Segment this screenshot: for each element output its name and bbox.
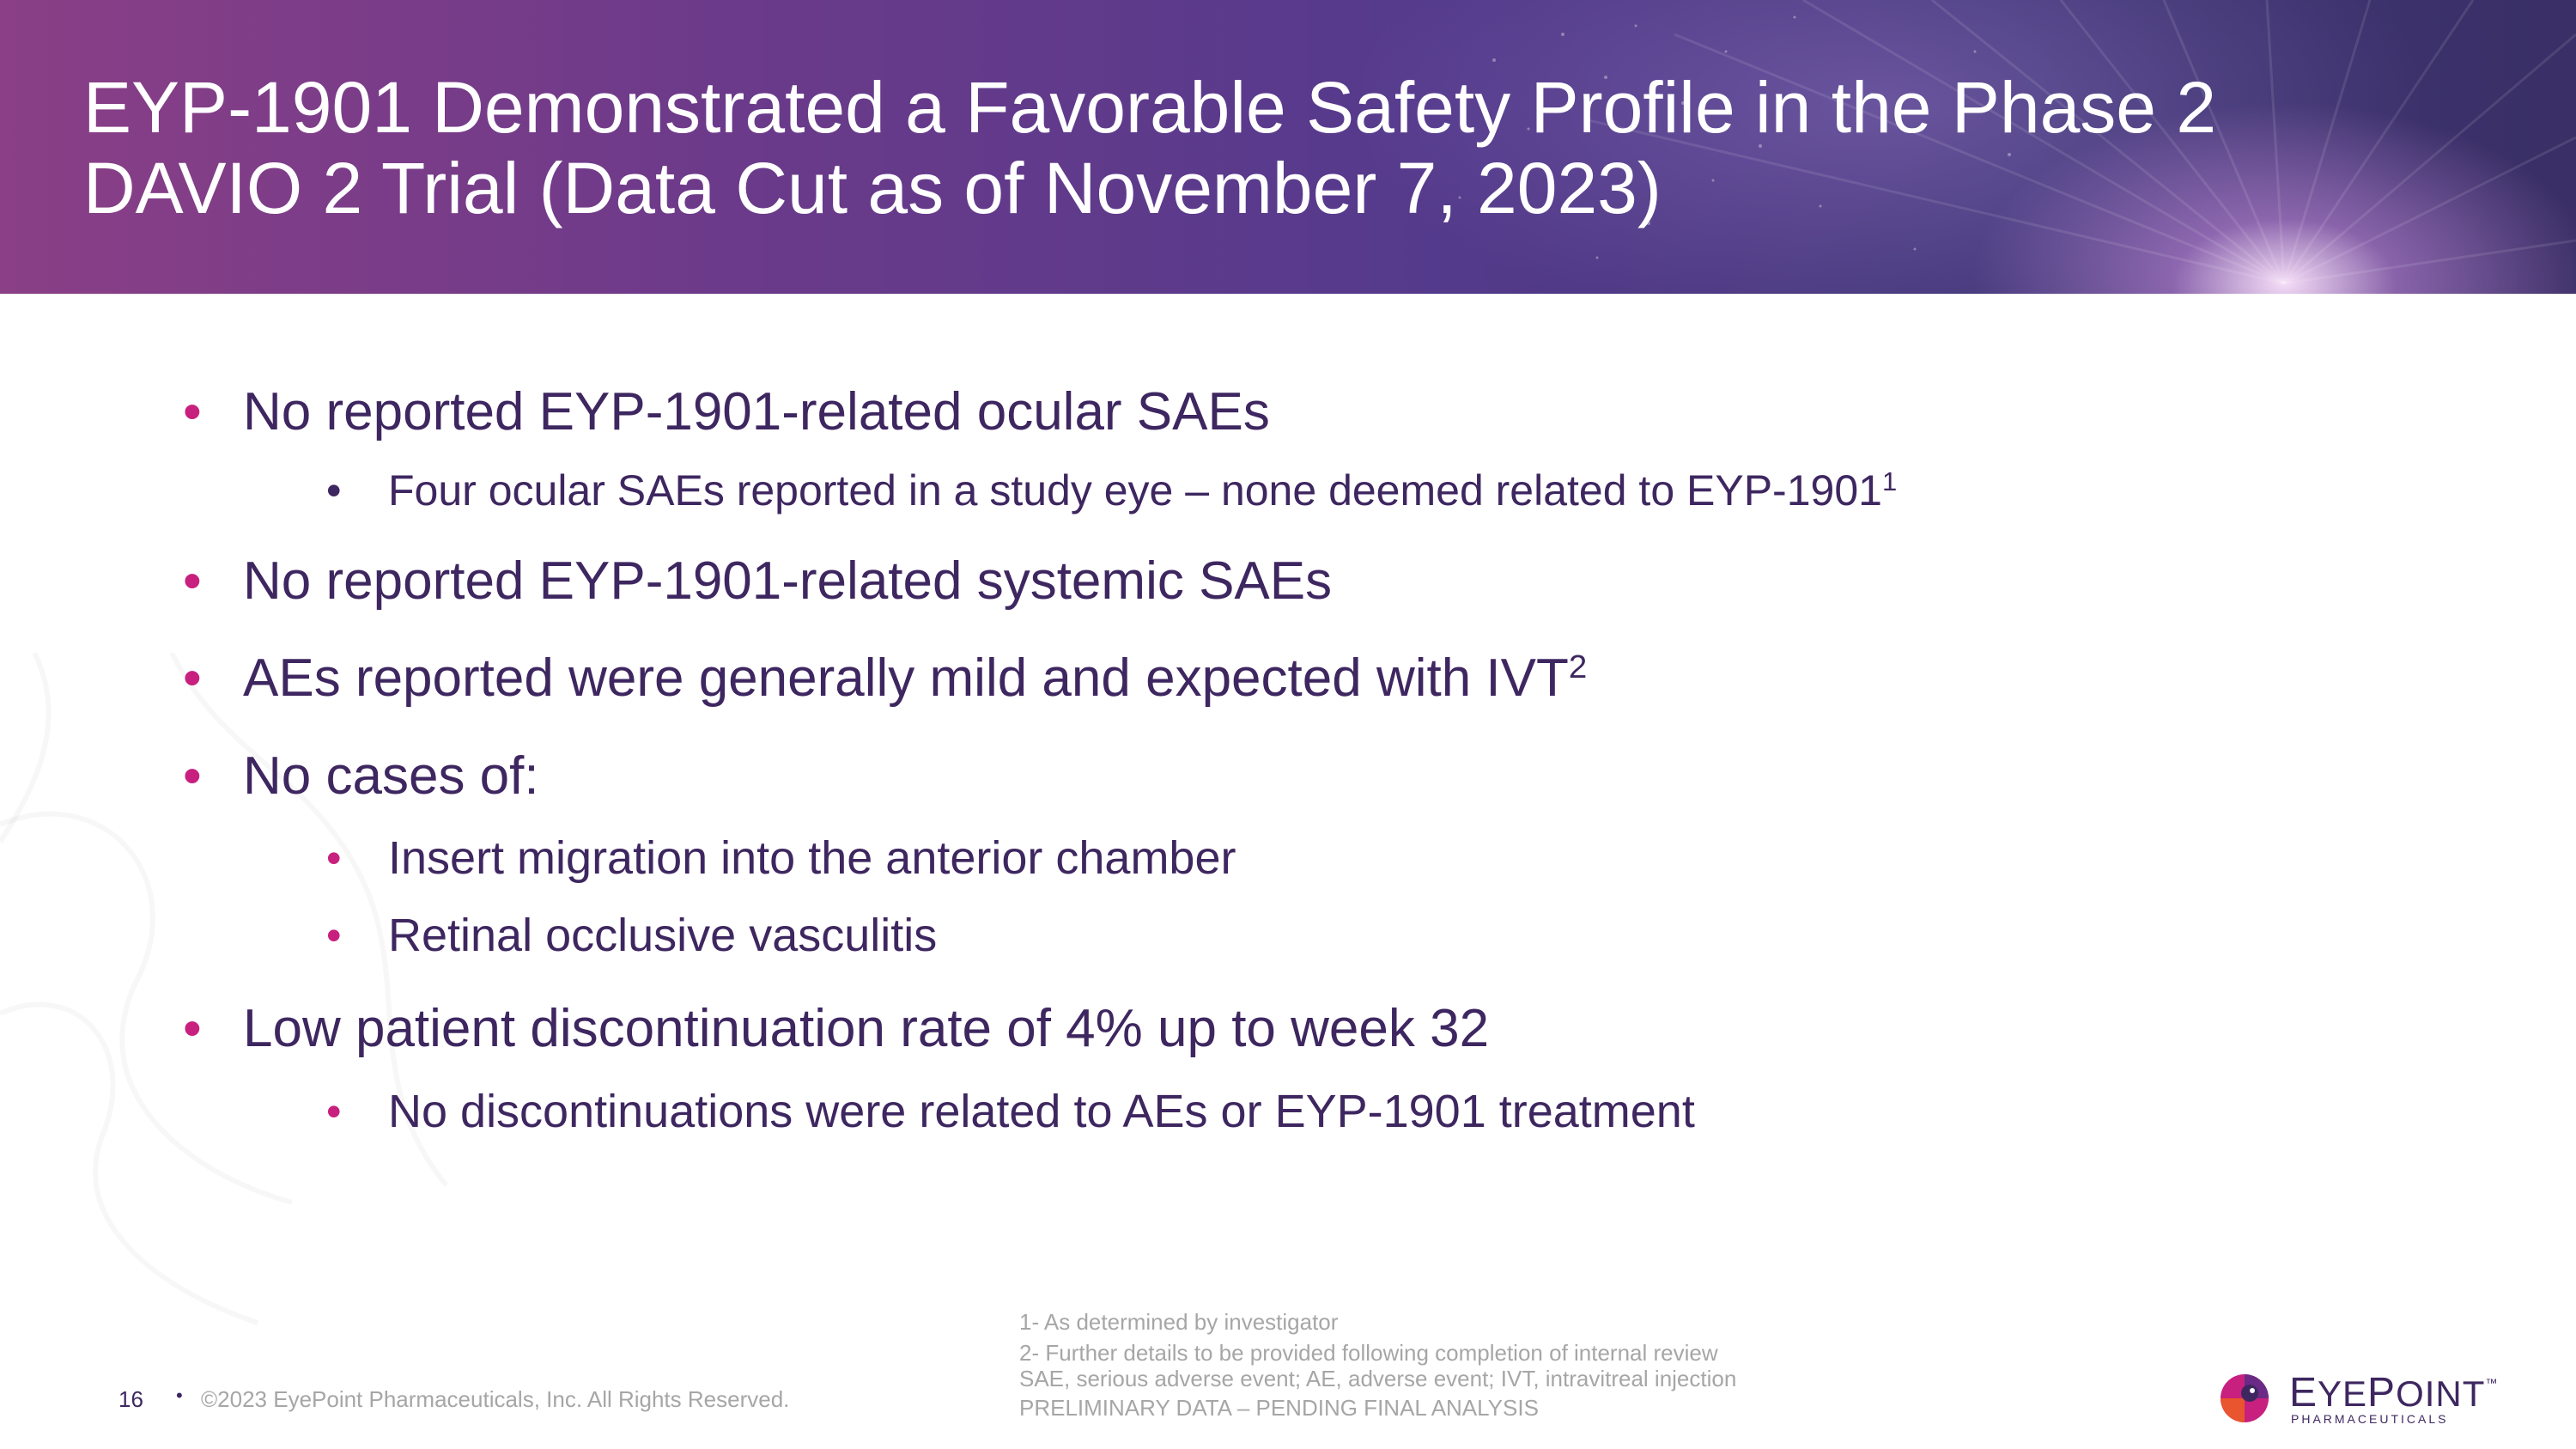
footnote-reference: 2 bbox=[1568, 648, 1588, 685]
abbreviations-note: SAE, serious adverse event; AE, adverse … bbox=[1019, 1366, 1737, 1391]
bullet-dot: • bbox=[183, 746, 202, 806]
sub-bullet-text: Insert migration into the anterior chamb… bbox=[388, 832, 1236, 884]
eyepoint-logo-mark-icon bbox=[2221, 1374, 2269, 1422]
eyepoint-logo: EYEPOINT™ PHARMACEUTICALS bbox=[2215, 1367, 2497, 1428]
sub-bullet-dot: • bbox=[326, 911, 342, 959]
sub-bullet-dot: • bbox=[326, 834, 342, 882]
bullet-dot: • bbox=[183, 648, 202, 708]
logo-wordmark: EYEPOINT™ bbox=[2289, 1370, 2499, 1416]
bullet-dot: • bbox=[183, 382, 202, 441]
sub-bullet-item: • Retinal occlusive vasculitis bbox=[326, 908, 938, 963]
preliminary-data-note: PRELIMINARY DATA – PENDING FINAL ANALYSI… bbox=[1019, 1395, 1539, 1421]
bullet-item: • No cases of: bbox=[183, 746, 539, 807]
bullet-item: • No reported EYP-1901-related systemic … bbox=[183, 551, 1333, 612]
sub-bullet-text: Retinal occlusive vasculitis bbox=[388, 910, 938, 961]
logo-subtitle: PHARMACEUTICALS bbox=[2291, 1412, 2449, 1426]
bullet-text: AEs reported were generally mild and exp… bbox=[243, 648, 1569, 708]
footnote-2: 2- Further details to be provided follow… bbox=[1019, 1340, 1718, 1366]
bullet-item: • No reported EYP-1901-related ocular SA… bbox=[183, 381, 1270, 443]
footnote-reference: 1 bbox=[1881, 466, 1898, 496]
bullet-dot: • bbox=[183, 999, 202, 1058]
sub-bullet-text: No discontinuations were related to AEs … bbox=[388, 1086, 1695, 1137]
copyright-notice: ©2023 EyePoint Pharmaceuticals, Inc. All… bbox=[201, 1386, 790, 1412]
slide-title-line-2: DAVIO 2 Trial (Data Cut as of November 7… bbox=[83, 148, 1662, 228]
footer-separator: • bbox=[176, 1385, 183, 1406]
slide-title-line-1: EYP-1901 Demonstrated a Favorable Safety… bbox=[83, 67, 2217, 148]
bullet-item: • Low patient discontinuation rate of 4%… bbox=[183, 998, 1490, 1060]
sub-bullet-text: Four ocular SAEs reported in a study eye… bbox=[388, 466, 1882, 514]
sub-bullet-item: • No discontinuations were related to AE… bbox=[326, 1084, 1695, 1139]
sub-bullet-item: • Insert migration into the anterior cha… bbox=[326, 831, 1236, 886]
page-number: 16 bbox=[118, 1386, 143, 1412]
sub-bullet-dot: • bbox=[326, 466, 342, 514]
sub-bullet-item: • Four ocular SAEs reported in a study e… bbox=[326, 463, 1898, 524]
bullet-text: No cases of: bbox=[243, 746, 539, 806]
header-ray-decoration bbox=[1458, 0, 2576, 285]
bullet-dot: • bbox=[183, 551, 202, 611]
bullet-text: No reported EYP-1901-related systemic SA… bbox=[243, 551, 1333, 611]
bullet-item: • AEs reported were generally mild and e… bbox=[183, 648, 1588, 716]
slide-title: EYP-1901 Demonstrated a Favorable Safety… bbox=[83, 67, 2453, 228]
footnote-1: 1- As determined by investigator bbox=[1019, 1309, 1339, 1335]
bullet-text: Low patient discontinuation rate of 4% u… bbox=[243, 999, 1490, 1058]
sub-bullet-dot: • bbox=[326, 1087, 342, 1135]
bullet-text: No reported EYP-1901-related ocular SAEs bbox=[243, 382, 1270, 441]
header-banner: EYP-1901 Demonstrated a Favorable Safety… bbox=[0, 0, 2576, 294]
footnotes: 1- As determined by investigator 2- Furt… bbox=[1019, 1309, 1736, 1421]
background-texture bbox=[0, 653, 449, 1325]
